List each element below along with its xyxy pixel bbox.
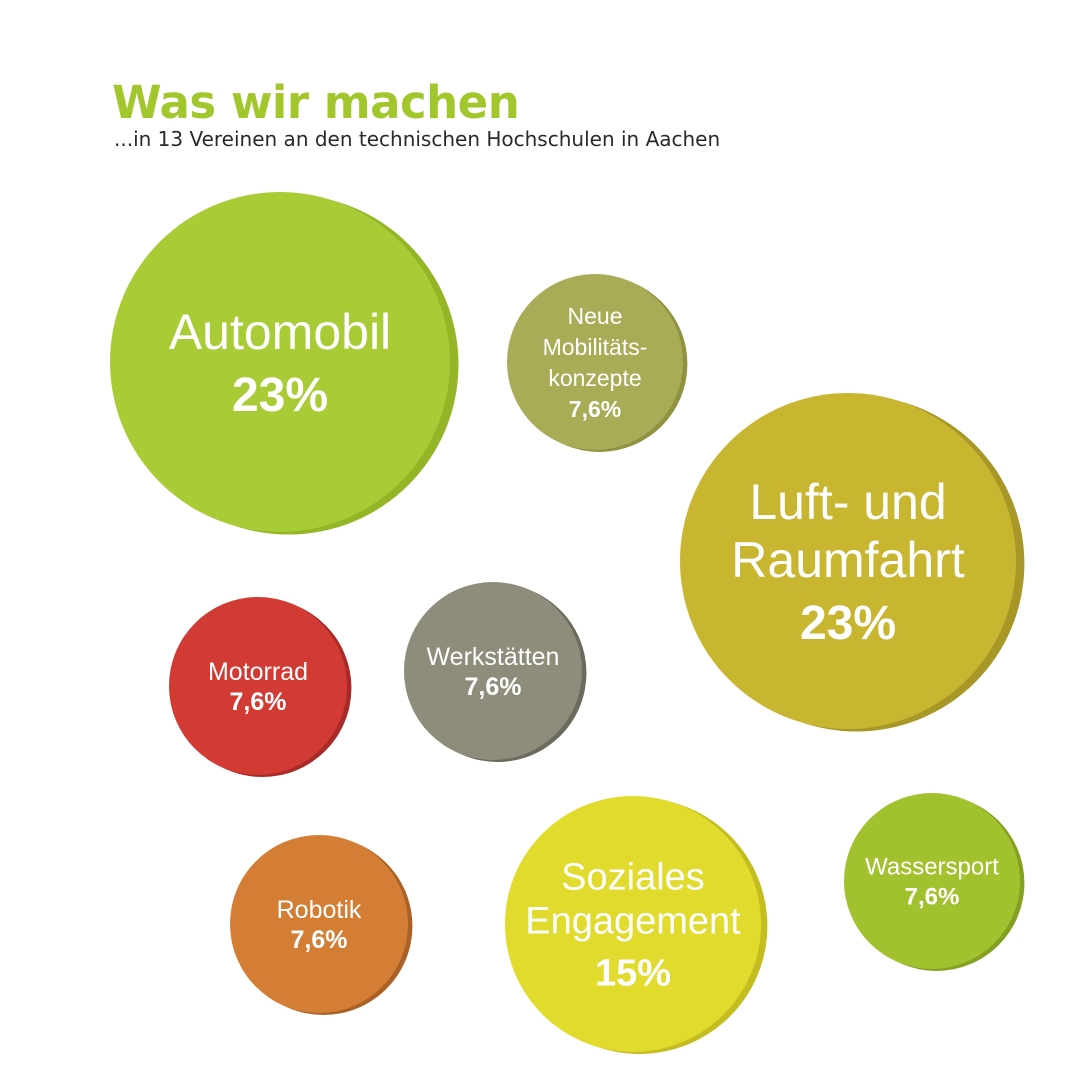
category-label: Werkstätten xyxy=(427,643,560,671)
bubble-face xyxy=(505,796,761,1052)
value-label: 23% xyxy=(800,597,896,650)
bubble-label: Wassersport 7,6% xyxy=(865,854,999,911)
bubble-face xyxy=(507,274,683,450)
bubble-label: Neue Mobilitäts-konzepte 7,6% xyxy=(543,303,648,422)
value-label: 23% xyxy=(232,369,328,422)
category-label: konzepte xyxy=(548,365,641,391)
bubble-face xyxy=(680,393,1016,729)
value-label: 7,6% xyxy=(905,884,960,911)
page-subtitle: ...in 13 Vereinen an den technischen Hoc… xyxy=(114,127,721,151)
category-label: Robotik xyxy=(277,896,362,924)
bubble-face xyxy=(404,582,582,760)
page-title: Was wir machen xyxy=(112,76,520,129)
bubble-face xyxy=(230,835,408,1013)
category-label: Wassersport xyxy=(865,854,999,881)
category-label: Automobil xyxy=(169,304,391,360)
value-label: 15% xyxy=(595,953,671,995)
bubble-label: Automobil 23% xyxy=(169,304,391,422)
category-label: Engagement xyxy=(525,901,741,943)
bubble-1: Neue Mobilitäts-konzepte 7,6% xyxy=(507,274,688,452)
value-label: 7,6% xyxy=(465,673,522,701)
value-label: 7,6% xyxy=(291,926,348,954)
category-label: Luft- und xyxy=(749,474,946,530)
category-label: Neue xyxy=(568,303,623,329)
value-label: 7,6% xyxy=(230,688,287,716)
category-label: Soziales xyxy=(561,857,705,899)
bubble-face xyxy=(169,597,347,775)
value-label: 7,6% xyxy=(569,396,621,422)
bubble-face xyxy=(110,192,450,532)
category-label: Mobilitäts- xyxy=(543,334,648,360)
bubble-7: Wassersport 7,6% xyxy=(844,793,1025,971)
bubble-face xyxy=(844,793,1020,969)
category-label: Motorrad xyxy=(208,658,308,686)
bubble-0: Automobil 23% xyxy=(110,192,459,535)
category-label: Raumfahrt xyxy=(731,532,965,588)
